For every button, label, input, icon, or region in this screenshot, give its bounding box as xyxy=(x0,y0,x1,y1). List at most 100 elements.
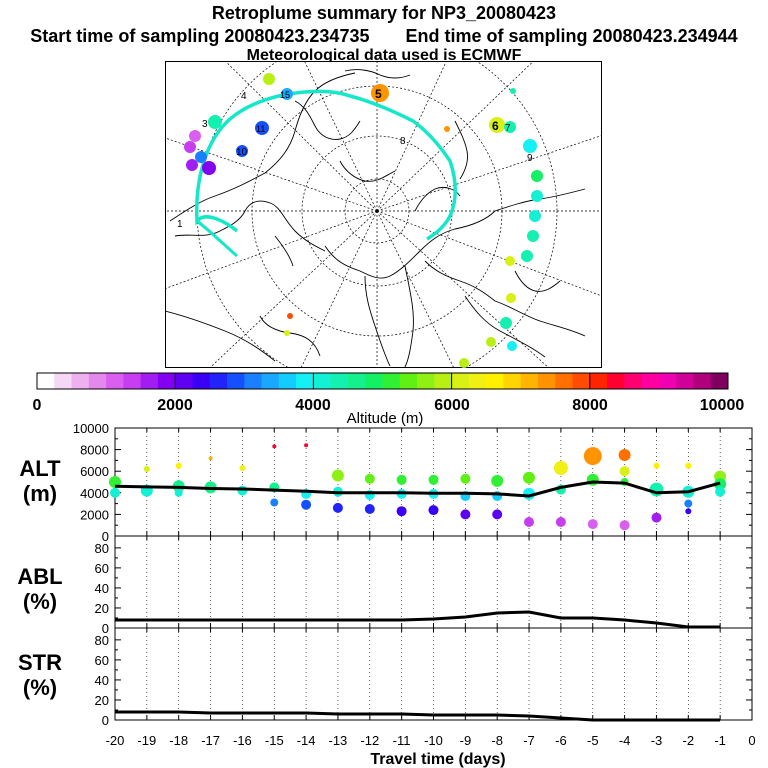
cluster-marker xyxy=(186,159,198,171)
colorbar-tick-label: 2000 xyxy=(157,397,193,414)
cluster-marker xyxy=(500,317,512,329)
cluster-marker xyxy=(510,88,516,94)
abl-panel: 0 20 40 60 80 ABL (%) xyxy=(17,535,753,636)
altitude-cluster-dot xyxy=(715,486,726,497)
colorbar-cell xyxy=(676,373,694,389)
cluster-marker xyxy=(236,145,248,157)
colorbar-cell xyxy=(658,373,677,389)
colorbar-cell xyxy=(88,373,107,389)
colorbar-cell xyxy=(520,373,539,389)
x-tick-label: -17 xyxy=(201,733,220,748)
y-tick-label: 0 xyxy=(102,713,109,728)
colorbar-dividers xyxy=(174,373,591,389)
altitude-cluster-dot xyxy=(618,449,631,461)
colorbar-cell xyxy=(572,373,591,389)
altitude-cluster-dot xyxy=(685,462,692,469)
cluster-marker xyxy=(189,130,201,142)
colorbar-cells xyxy=(37,373,729,389)
colorbar-cell xyxy=(227,373,245,389)
plume-clusters: 5 6 7 3 4 10 11 15 1 8 9 xyxy=(177,73,543,368)
colorbar-cell xyxy=(192,373,211,389)
altitude-cluster-dot xyxy=(239,465,246,471)
colorbar-cell xyxy=(71,373,90,389)
altitude-cluster-dot xyxy=(364,473,375,484)
colorbar-cell xyxy=(244,373,262,389)
cluster-marker xyxy=(444,126,450,132)
colorbar-cell xyxy=(503,373,522,389)
alt-mean-line xyxy=(114,480,721,498)
colorbar-cell xyxy=(140,373,159,389)
plume-label: 10 xyxy=(236,147,248,158)
colorbar-tick-label: 4000 xyxy=(295,397,331,414)
colorbar-tick-label: 8000 xyxy=(572,397,608,414)
page-title: Retroplume summary for NP3_20080423 xyxy=(211,3,557,23)
cluster-marker xyxy=(504,121,516,133)
plume-trajectory-tail xyxy=(196,219,238,258)
cluster-marker xyxy=(202,161,216,175)
x-tick-label: -1 xyxy=(714,733,726,748)
altitude-cluster-dot xyxy=(651,512,662,523)
plume-label: 5 xyxy=(375,87,382,101)
cluster-marker xyxy=(506,293,516,303)
altitude-cluster-dot xyxy=(555,517,566,527)
colorbar-cell xyxy=(693,373,712,389)
plume-label: 11 xyxy=(256,124,265,134)
x-tick-label: -8 xyxy=(491,733,503,748)
y-tick-label: 8000 xyxy=(80,443,109,458)
altitude-cluster-dot xyxy=(491,474,504,487)
altitude-cluster-dot xyxy=(428,474,439,485)
cluster-marker xyxy=(531,170,543,182)
y-tick-label: 40 xyxy=(95,673,109,688)
cluster-marker xyxy=(284,330,290,336)
x-tick-label: -13 xyxy=(329,733,348,748)
cluster-marker xyxy=(208,115,222,129)
cluster-marker xyxy=(529,210,541,222)
altitude-colorbar: 0 2000 4000 6000 8000 10000 Altitude (m) xyxy=(33,372,744,427)
alt-panel: 0 2000 4000 6000 8000 10000 ALT (m) xyxy=(19,421,753,544)
altitude-cluster-dot xyxy=(684,499,693,508)
x-tick-label: -20 xyxy=(106,733,125,748)
abl-ylabel-unit: (%) xyxy=(23,589,57,614)
abl-gridlines xyxy=(114,536,753,628)
cluster-marker xyxy=(195,151,207,163)
altitude-cluster-dot xyxy=(587,519,598,530)
x-tick-label: -11 xyxy=(393,733,411,748)
cluster-marker xyxy=(507,341,517,351)
alt-ylabel: ALT xyxy=(19,456,61,481)
altitude-cluster-dot xyxy=(649,482,664,497)
alt-ylabel-unit: (m) xyxy=(23,481,57,506)
altitude-cluster-dot xyxy=(396,506,407,517)
altitude-cluster-dot xyxy=(492,509,503,520)
x-tick-label: -12 xyxy=(360,733,379,748)
plume-label: 15 xyxy=(280,90,290,100)
altitude-cluster-dot xyxy=(208,456,213,461)
colorbar-cell xyxy=(624,373,643,389)
colorbar-tick-label: 6000 xyxy=(434,397,470,414)
x-tick-label: -14 xyxy=(297,733,316,748)
x-tick-label: -7 xyxy=(523,733,535,748)
altitude-cluster-dot xyxy=(685,508,692,515)
x-tick-label: -10 xyxy=(424,733,443,748)
y-tick-label: 40 xyxy=(95,581,109,596)
colorbar-cell xyxy=(365,373,383,389)
altitude-cluster-dot xyxy=(553,461,568,475)
plume-label: 8 xyxy=(400,136,406,147)
cluster-marker xyxy=(281,88,293,100)
y-tick-label: 10000 xyxy=(73,421,109,436)
cluster-marker xyxy=(523,139,537,153)
cluster-marker xyxy=(459,358,469,368)
colorbar-cell xyxy=(261,373,280,389)
plume-trajectory-line xyxy=(195,89,457,241)
colorbar-cell xyxy=(399,373,418,389)
sampling-times: Start time of sampling 20080423.234735 E… xyxy=(0,26,768,46)
str-panel-frame xyxy=(114,627,753,721)
altitude-cluster-dot xyxy=(583,447,602,466)
colorbar-tick-label: 0 xyxy=(33,397,42,414)
colorbar-cell xyxy=(347,373,366,389)
colorbar-cell xyxy=(209,373,228,389)
plume-label: 6 xyxy=(492,119,499,133)
plume-label: 7 xyxy=(505,123,511,134)
x-tick-label: -18 xyxy=(169,733,188,748)
cluster-marker xyxy=(263,73,275,85)
